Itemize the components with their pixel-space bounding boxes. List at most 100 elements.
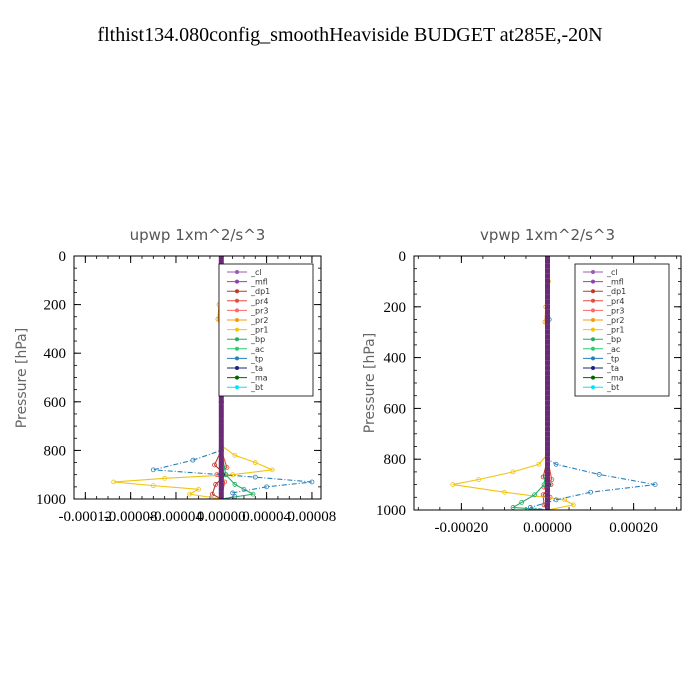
zero-column-marker bbox=[545, 441, 550, 447]
zero-column-marker bbox=[545, 471, 550, 477]
zero-column-marker bbox=[218, 491, 224, 497]
zero-column-marker bbox=[545, 344, 550, 350]
zero-column-marker bbox=[545, 299, 550, 305]
zero-column-marker bbox=[218, 472, 224, 478]
zero-column-marker bbox=[545, 355, 550, 361]
zero-column-marker bbox=[545, 263, 550, 269]
y-tick-label: 800 bbox=[44, 443, 67, 459]
series-point-pr1 bbox=[562, 497, 568, 503]
zero-column-marker bbox=[218, 477, 224, 483]
legend-label: _dp1 bbox=[250, 287, 270, 296]
legend-label: _pr2 bbox=[250, 316, 268, 325]
zero-column-marker bbox=[218, 457, 224, 463]
zero-column-marker bbox=[545, 278, 550, 284]
legend-label: _bt bbox=[606, 383, 619, 392]
zero-column-marker bbox=[218, 496, 224, 499]
zero-column-marker bbox=[545, 350, 550, 356]
zero-column-marker bbox=[218, 443, 224, 449]
y-tick-label: 600 bbox=[384, 401, 407, 417]
series-point-pr1 bbox=[476, 477, 481, 482]
series-point-bp bbox=[250, 491, 256, 497]
legend-label: _mfl bbox=[606, 278, 624, 287]
zero-column-marker bbox=[545, 390, 550, 396]
legend-label: _pr1 bbox=[250, 326, 268, 335]
y-tick-label: 800 bbox=[384, 452, 407, 468]
legend-label: _cl bbox=[250, 268, 262, 277]
legend-marker-bp bbox=[591, 337, 595, 342]
series-point-dp1 bbox=[209, 491, 215, 497]
zero-column-marker bbox=[545, 502, 550, 508]
legend-label: _ma bbox=[606, 374, 624, 383]
series-point-pr1 bbox=[510, 469, 516, 475]
legend-label: _bt bbox=[250, 383, 263, 392]
plot-area bbox=[450, 256, 658, 510]
legend-label: _pr4 bbox=[250, 297, 268, 306]
zero-column-marker bbox=[545, 309, 550, 315]
legend-label: _mfl bbox=[250, 278, 268, 287]
y-tick-label: 400 bbox=[384, 351, 407, 367]
zero-column-marker bbox=[545, 314, 550, 320]
legend-marker-tp bbox=[591, 356, 595, 361]
zero-column-marker bbox=[545, 482, 550, 488]
legend-label: _bp bbox=[606, 335, 621, 344]
legend-marker-ta bbox=[591, 366, 595, 370]
series-point-pr1 bbox=[450, 482, 456, 488]
zero-column-marker bbox=[545, 289, 550, 295]
zero-column-marker bbox=[545, 405, 550, 411]
series-point-pr1 bbox=[162, 475, 168, 481]
x-tick-label: -0.00012 bbox=[58, 509, 112, 525]
series-point-dp1 bbox=[213, 482, 219, 487]
legend-marker-pr2 bbox=[235, 318, 239, 322]
x-tick-label: 0.00000 bbox=[197, 509, 246, 525]
zero-column-marker bbox=[545, 319, 550, 325]
zero-column-marker bbox=[218, 256, 224, 259]
zero-column-marker bbox=[218, 462, 224, 468]
zero-column-marker bbox=[545, 461, 550, 467]
series-point-tp bbox=[230, 490, 236, 496]
legend-marker-pr1 bbox=[591, 327, 595, 332]
zero-column-marker bbox=[218, 409, 224, 415]
zero-column-marker bbox=[218, 394, 224, 400]
legend-label: _ta bbox=[606, 364, 619, 373]
legend-label: _pr2 bbox=[606, 316, 624, 325]
legend-label: _ac bbox=[250, 345, 264, 354]
series-point-pr1 bbox=[150, 483, 156, 489]
legend-marker-bt bbox=[235, 385, 239, 390]
zero-column-marker bbox=[218, 418, 224, 424]
y-tick-label: 200 bbox=[44, 298, 67, 314]
legend-label: _ma bbox=[250, 374, 268, 383]
zero-column-marker bbox=[545, 395, 550, 401]
zero-column-marker bbox=[218, 399, 224, 405]
legend-marker-bt bbox=[591, 385, 595, 390]
x-tick-label: -0.00004 bbox=[149, 509, 203, 525]
y-tick-label: 1000 bbox=[36, 492, 66, 508]
zero-column-marker bbox=[545, 466, 550, 472]
legend-marker-pr3 bbox=[235, 308, 239, 313]
x-tick-label: 0.00000 bbox=[523, 520, 572, 536]
series-point-bp bbox=[519, 499, 525, 505]
legend-label: _pr3 bbox=[250, 306, 268, 315]
x-tick-label: -0.00008 bbox=[104, 509, 158, 525]
zero-column-marker bbox=[218, 438, 224, 444]
series-point-tp bbox=[553, 497, 559, 503]
series-point-bp bbox=[232, 482, 238, 487]
zero-column-marker bbox=[545, 329, 550, 335]
plot-frame bbox=[413, 255, 682, 511]
vpwp-panel: vpwp 1xm^2/s^3 Pressure [hPa] -0.00020 0.00… bbox=[362, 226, 682, 536]
x-tick-label: -0.00020 bbox=[434, 520, 488, 536]
legend-marker-bp bbox=[235, 337, 239, 342]
legend-label: _pr1 bbox=[606, 326, 624, 335]
y-tick-label: 400 bbox=[44, 346, 67, 362]
zero-column-marker bbox=[218, 486, 224, 492]
zero-column-marker bbox=[545, 380, 550, 386]
zero-column-marker bbox=[545, 436, 550, 442]
legend-label: _bp bbox=[250, 335, 265, 344]
figure-title: flthist134.080config_smoothHeaviside BUD… bbox=[97, 24, 602, 46]
series-line-tp bbox=[153, 256, 312, 499]
zero-column-marker bbox=[218, 404, 224, 410]
legend-label: _pr3 bbox=[606, 306, 624, 315]
zero-column-marker bbox=[545, 431, 550, 437]
zero-column-marker bbox=[545, 477, 550, 483]
